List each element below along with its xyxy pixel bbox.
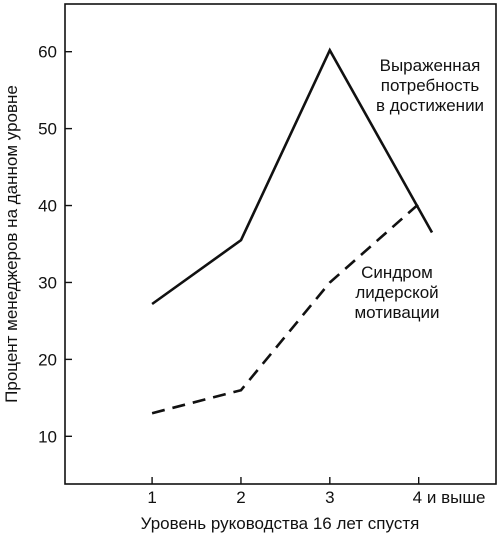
y-tick-label: 10 — [38, 427, 57, 446]
y-axis: 10 20 30 40 50 60 — [38, 43, 72, 446]
series-label-line: в достижении — [376, 96, 484, 115]
series-line-achievement — [151, 47, 434, 306]
x-axis-title: Уровень руководства 16 лет спустя — [141, 514, 420, 533]
series-label-line: Выраженная — [380, 56, 481, 75]
x-tick-label: 2 — [236, 488, 245, 507]
series-labels: Выраженная потребность в достижении Синдром… — [354, 56, 484, 322]
series-layer — [151, 47, 434, 415]
series-label-line: лидерской — [355, 283, 438, 302]
y-tick-label: 40 — [38, 197, 57, 216]
series-label-line: мотивации — [354, 303, 439, 322]
series-line-leadership — [151, 203, 420, 415]
series-label-line: Синдром — [361, 263, 433, 282]
y-tick-label: 50 — [38, 120, 57, 139]
series-label: Выраженная потребность в достижении — [376, 56, 484, 115]
series-label: Синдром лидерской мотивации — [354, 263, 439, 322]
y-tick-label: 30 — [38, 273, 57, 292]
x-tick-label: 1 — [147, 488, 156, 507]
plot-area-frame — [64, 3, 497, 485]
series-label-line: потребность — [381, 76, 480, 95]
y-tick-label: 20 — [38, 350, 57, 369]
x-tick-label: 3 — [325, 488, 334, 507]
y-axis-title: Процент менеджеров на данном уровне — [2, 85, 21, 403]
x-axis: 1 2 3 4 и выше — [147, 477, 485, 507]
x-tick-label: 4 и выше — [413, 488, 486, 507]
y-tick-label: 60 — [38, 43, 57, 62]
